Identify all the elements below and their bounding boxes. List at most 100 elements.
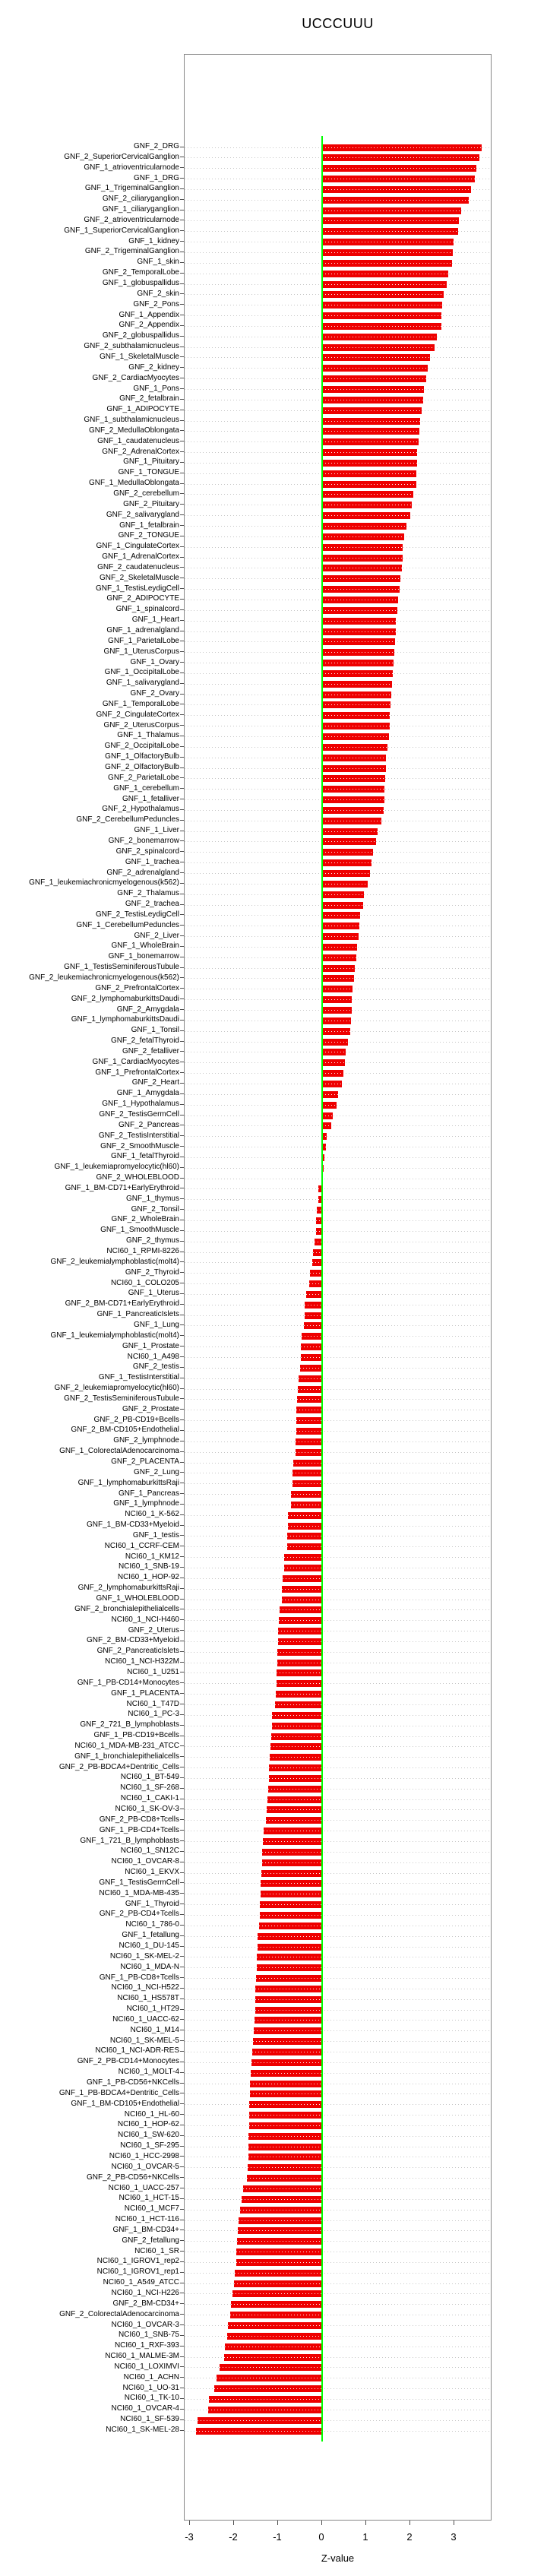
bar	[255, 1985, 322, 1992]
bar	[322, 354, 430, 362]
category-label: GNF_2_TestisSeminiferousTubule	[64, 1394, 179, 1403]
category-label: GNF_2_Pons	[133, 299, 179, 309]
y-axis-tick	[180, 1693, 184, 1695]
category-label: GNF_2_SkeletalMuscle	[99, 573, 179, 582]
bar	[263, 1828, 322, 1835]
category-label: GNF_2_TONGUE	[118, 531, 179, 540]
chart-title: UCCCUUU	[302, 16, 374, 31]
bar	[322, 207, 462, 214]
category-label: GNF_2_salivarygland	[106, 510, 179, 519]
bar	[322, 870, 371, 877]
row-guideline	[185, 1694, 491, 1695]
bar-dotline	[284, 1557, 322, 1559]
category-label: GNF_1_BM-CD71+EarlyErythroid	[65, 1183, 179, 1192]
category-label: GNF_1_fetallung	[122, 1931, 179, 1940]
category-label: NCI60_1_A498	[127, 1352, 179, 1361]
y-axis-tick	[180, 1346, 184, 1347]
y-axis-tick	[180, 1366, 184, 1368]
y-axis-tick	[180, 2208, 184, 2210]
bar	[309, 1270, 322, 1277]
row-guideline	[185, 1967, 491, 1969]
row-guideline	[185, 1357, 491, 1359]
category-label: NCI60_1_SF-268	[120, 1783, 179, 1793]
category-label: GNF_1_BM-CD105+Endothelial	[71, 2099, 179, 2108]
x-tick	[321, 2521, 322, 2525]
bar	[322, 733, 390, 740]
y-axis-tick	[180, 988, 184, 989]
y-axis-tick	[180, 1429, 184, 1431]
bar	[283, 1574, 322, 1582]
category-label: GNF_1_PB-CD56+NKCells	[87, 2078, 179, 2087]
bar	[322, 986, 353, 993]
bar	[237, 2238, 322, 2245]
row-guideline	[185, 2104, 491, 2106]
bar	[322, 775, 385, 783]
bar	[322, 407, 422, 414]
y-axis-tick	[180, 2429, 184, 2431]
category-label: GNF_2_Pancreas	[118, 1120, 179, 1129]
category-label: GNF_1_Liver	[134, 826, 179, 835]
category-label: NCI60_1_ACHN	[123, 2372, 179, 2381]
y-axis-tick	[180, 2377, 184, 2378]
category-label: GNF_1_caudatenucleus	[97, 436, 179, 445]
y-axis-tick	[180, 1261, 184, 1263]
bar-dotline	[255, 1998, 322, 2000]
row-guideline	[185, 2388, 491, 2390]
bar-dotline	[227, 2335, 322, 2337]
row-guideline	[185, 1441, 491, 1442]
category-label: NCI60_1_MALME-3M	[105, 2352, 179, 2361]
y-axis-tick	[180, 451, 184, 453]
bar-dotline	[322, 431, 419, 432]
row-guideline	[185, 2430, 491, 2432]
bar	[322, 554, 403, 562]
y-axis-tick	[180, 2050, 184, 2052]
y-axis-tick	[180, 935, 184, 937]
bar-dotline	[322, 1041, 349, 1043]
y-axis-tick	[180, 1524, 184, 1526]
category-label: GNF_2_leukemiapromyelocytic(hl60)	[54, 1384, 179, 1393]
y-axis-tick	[180, 2261, 184, 2262]
category-label: GNF_1_trachea	[125, 857, 179, 866]
bar-dotline	[322, 315, 442, 317]
bar	[220, 2364, 322, 2372]
category-label: GNF_2_DRG	[133, 142, 179, 150]
y-axis-tick	[180, 1556, 184, 1558]
category-label: GNF_1_thymus	[125, 1194, 179, 1203]
category-label: GNF_1_fetalbrain	[119, 521, 179, 530]
bar	[322, 1027, 350, 1035]
bar-dotline	[322, 883, 368, 885]
bar-dotline	[304, 1325, 322, 1327]
x-tick	[277, 2521, 278, 2525]
y-axis-tick	[180, 1135, 184, 1137]
category-label: GNF_1_leukemialymphoblastic(molt4)	[50, 1331, 179, 1340]
y-axis-tick	[180, 1229, 184, 1231]
row-guideline	[185, 2230, 491, 2232]
bar	[296, 1438, 322, 1445]
bar-dotline	[322, 957, 356, 958]
category-label: GNF_1_PB-CD19+Bcells	[93, 1731, 179, 1740]
category-label: GNF_1_adrenalgland	[106, 626, 179, 635]
row-guideline	[185, 1757, 491, 1758]
bar	[322, 754, 387, 761]
bar-dotline	[322, 904, 363, 906]
y-axis-tick	[180, 419, 184, 421]
x-tick-label: 0	[318, 2531, 324, 2543]
bar-dotline	[322, 809, 384, 811]
bar-dotline	[322, 1062, 346, 1064]
category-label: GNF_2_caudatenucleus	[97, 562, 179, 571]
bar-dotline	[322, 473, 417, 474]
y-axis-tick	[180, 1893, 184, 1894]
row-guideline	[185, 2009, 491, 2011]
bar	[268, 1785, 322, 1793]
category-label: NCI60_1_CAKI-1	[120, 1794, 179, 1803]
bar	[304, 1312, 322, 1319]
bar	[236, 2258, 322, 2266]
bar	[322, 660, 394, 667]
y-axis-tick	[180, 872, 184, 873]
category-label: NCI60_1_NCI-H460	[111, 1615, 180, 1624]
row-guideline	[185, 1136, 491, 1138]
bar	[322, 1101, 337, 1109]
bar	[322, 428, 419, 435]
y-axis-tick	[180, 693, 184, 695]
bar-dotline	[287, 1525, 322, 1527]
